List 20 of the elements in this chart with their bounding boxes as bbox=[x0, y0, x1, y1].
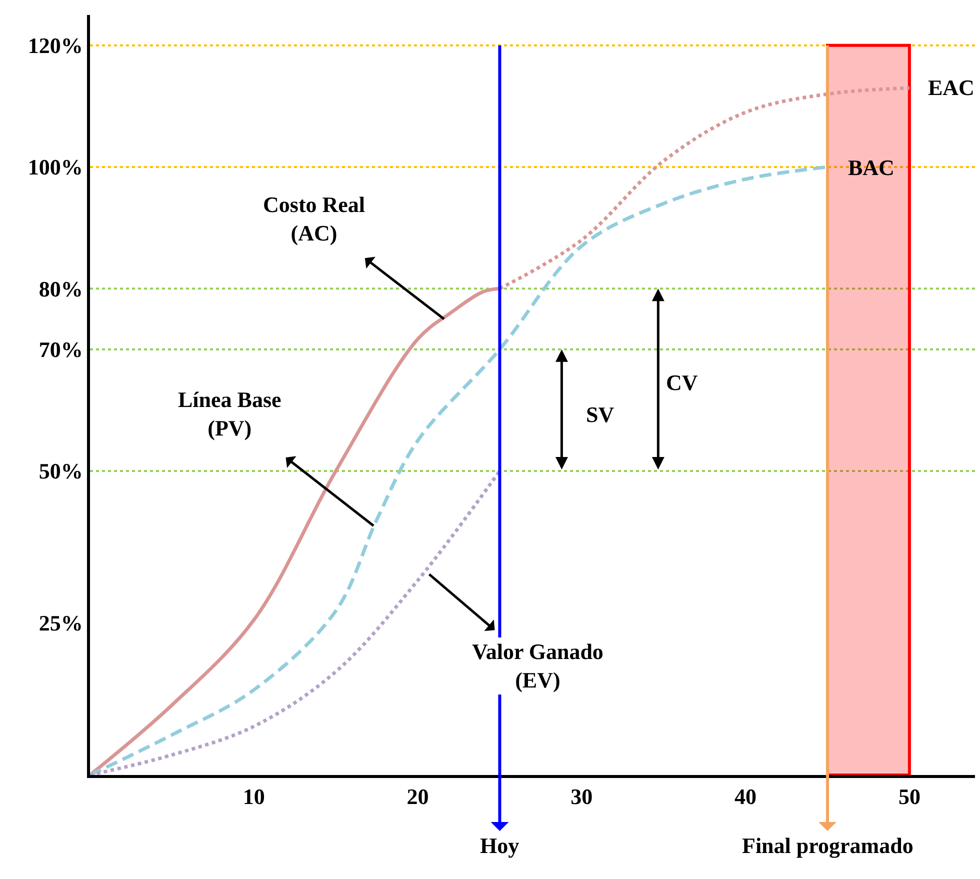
annotation: EAC bbox=[928, 75, 974, 100]
y-tick-label: 100% bbox=[28, 154, 83, 180]
x-tick-label: 50 bbox=[898, 784, 920, 810]
y-tick-label: 25% bbox=[38, 610, 83, 636]
annotation: BAC bbox=[848, 155, 894, 180]
annotation: Valor Ganado (EV) bbox=[472, 639, 604, 693]
ref-line-label: Final programado bbox=[742, 833, 914, 858]
x-tick-label: 30 bbox=[570, 784, 593, 810]
annotation: Línea Base (PV) bbox=[178, 387, 282, 441]
y-tick-label: 70% bbox=[38, 337, 83, 362]
annotation: Costo Real (AC) bbox=[263, 192, 366, 246]
annotation: CV bbox=[666, 370, 698, 395]
y-tick-label: 50% bbox=[38, 458, 83, 484]
y-tick-label: 120% bbox=[28, 33, 83, 58]
annotation: SV bbox=[586, 402, 614, 427]
x-tick-label: 40 bbox=[734, 784, 757, 810]
x-tick-label: 10 bbox=[242, 784, 265, 810]
y-tick-label: 80% bbox=[38, 276, 83, 302]
x-tick-label: 20 bbox=[406, 784, 429, 810]
ref-line-label: Hoy bbox=[480, 833, 520, 858]
